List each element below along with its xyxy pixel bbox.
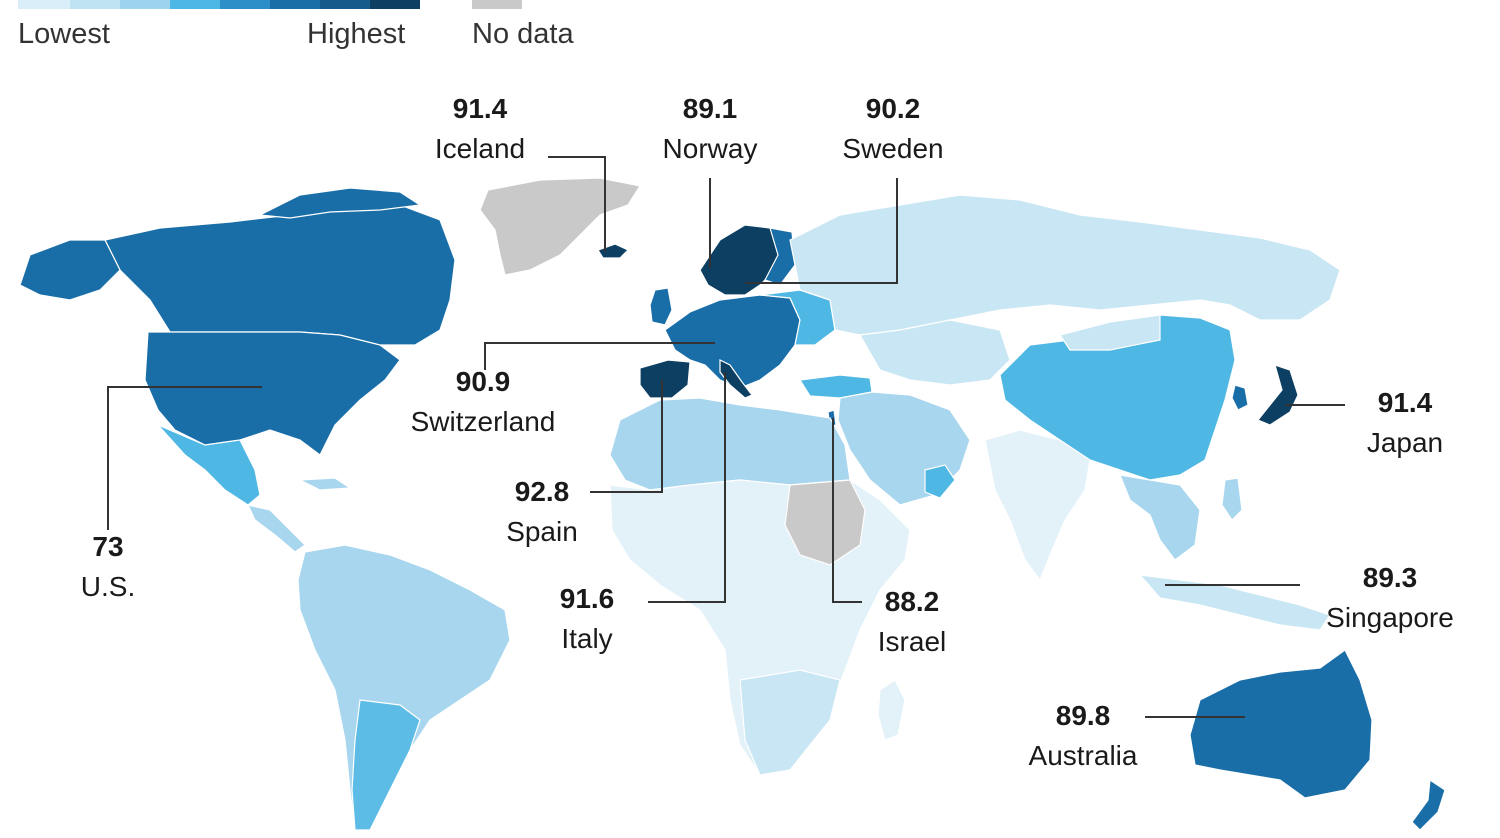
callout-italy: 91.6 Italy: [560, 583, 615, 654]
callout-name: Sweden: [842, 133, 943, 164]
region-central-asia: [859, 319, 1011, 386]
callout-israel: 88.2 Israel: [878, 586, 946, 657]
region-australia: [1189, 649, 1373, 799]
callout-spain: 92.8 Spain: [506, 476, 578, 547]
callout-norway: 89.1 Norway: [663, 93, 758, 164]
legend-low-label: Lowest: [18, 18, 110, 50]
region-korea: [1231, 384, 1249, 411]
region-central-america: [246, 504, 306, 553]
region-italy: [719, 359, 753, 399]
callout-name: Spain: [506, 516, 578, 547]
region-iceland: [597, 243, 630, 259]
legend-swatch-7: [370, 0, 420, 9]
callout-name: Iceland: [435, 133, 525, 164]
legend-high-label: Highest: [307, 18, 405, 50]
legend-swatch-6b: [320, 0, 370, 9]
region-russia: [789, 194, 1341, 336]
region-argentina: [351, 699, 421, 831]
legend-swatch-1: [18, 0, 70, 9]
callout-iceland: 91.4 Iceland: [435, 93, 525, 164]
legend-swatch-4: [170, 0, 220, 9]
region-canada-islands: [257, 187, 422, 219]
leader-lines: [107, 156, 1345, 718]
region-scandinavia: [699, 224, 781, 296]
callout-name: Israel: [878, 626, 946, 657]
callout-value: 90.9: [456, 366, 511, 397]
leader-spain: [590, 380, 663, 493]
region-sudan: [784, 479, 866, 566]
region-south-america: [297, 544, 511, 831]
callout-sweden: 90.2 Sweden: [842, 93, 943, 164]
legend: Lowest Highest No data: [18, 0, 574, 50]
region-south-africa: [739, 669, 841, 776]
callout-name: Norway: [663, 133, 758, 164]
callout-name: Italy: [561, 623, 612, 654]
callout-australia: 89.8 Australia: [1029, 700, 1138, 771]
callouts: 91.4 Iceland 89.1 Norway 90.2 Sweden 90.…: [81, 93, 1454, 771]
region-oman: [924, 464, 956, 499]
callout-singapore: 89.3 Singapore: [1326, 562, 1454, 633]
callout-name: Japan: [1367, 427, 1443, 458]
leader-switzerland: [484, 342, 715, 370]
callout-value: 89.1: [683, 93, 738, 124]
callout-japan: 91.4 Japan: [1367, 387, 1443, 458]
callout-name: Australia: [1029, 740, 1138, 771]
callout-value: 89.8: [1056, 700, 1111, 731]
region-canada: [104, 204, 456, 346]
region-southeast-asia: [1119, 474, 1201, 561]
callout-value: 91.4: [453, 93, 508, 124]
region-india: [984, 429, 1091, 582]
legend-swatch-6: [270, 0, 320, 9]
region-indonesia: [1138, 574, 1331, 631]
callout-name: Switzerland: [411, 406, 556, 437]
region-mexico: [157, 424, 261, 506]
callout-us: 73 U.S.: [81, 531, 135, 602]
region-greenland: [479, 177, 641, 276]
callout-name: Singapore: [1326, 602, 1454, 633]
callout-value: 73: [92, 531, 123, 562]
legend-nodata-swatch: [472, 0, 522, 9]
region-new-zealand: [1411, 778, 1446, 831]
legend-swatch-3: [120, 0, 170, 9]
land-masses: [19, 177, 1446, 831]
region-mongolia: [1059, 314, 1161, 351]
callout-switzerland: 90.9 Switzerland: [411, 366, 556, 437]
legend-swatch-2: [70, 0, 120, 9]
callout-name: U.S.: [81, 571, 135, 602]
region-usa: [144, 331, 401, 456]
callout-value: 91.4: [1378, 387, 1433, 418]
callout-value: 91.6: [560, 583, 615, 614]
leader-us: [107, 386, 262, 530]
region-finland: [764, 227, 796, 286]
region-spain: [639, 359, 691, 399]
callout-value: 90.2: [866, 93, 921, 124]
region-philippines: [1221, 477, 1243, 521]
region-alaska: [19, 239, 121, 301]
region-madagascar: [877, 679, 906, 741]
region-north-africa: [609, 397, 851, 491]
leader-italy: [648, 372, 726, 603]
leader-israel: [832, 418, 862, 603]
region-uk: [649, 287, 673, 326]
region-caribbean: [297, 477, 352, 491]
callout-value: 92.8: [515, 476, 570, 507]
legend-nodata-label: No data: [472, 18, 574, 50]
region-japan: [1257, 364, 1299, 426]
callout-value: 88.2: [885, 586, 940, 617]
leader-iceland: [548, 156, 606, 252]
leader-sweden: [745, 178, 898, 284]
callout-value: 89.3: [1363, 562, 1418, 593]
legend-swatch-5: [220, 0, 270, 9]
region-europe: [664, 294, 801, 389]
